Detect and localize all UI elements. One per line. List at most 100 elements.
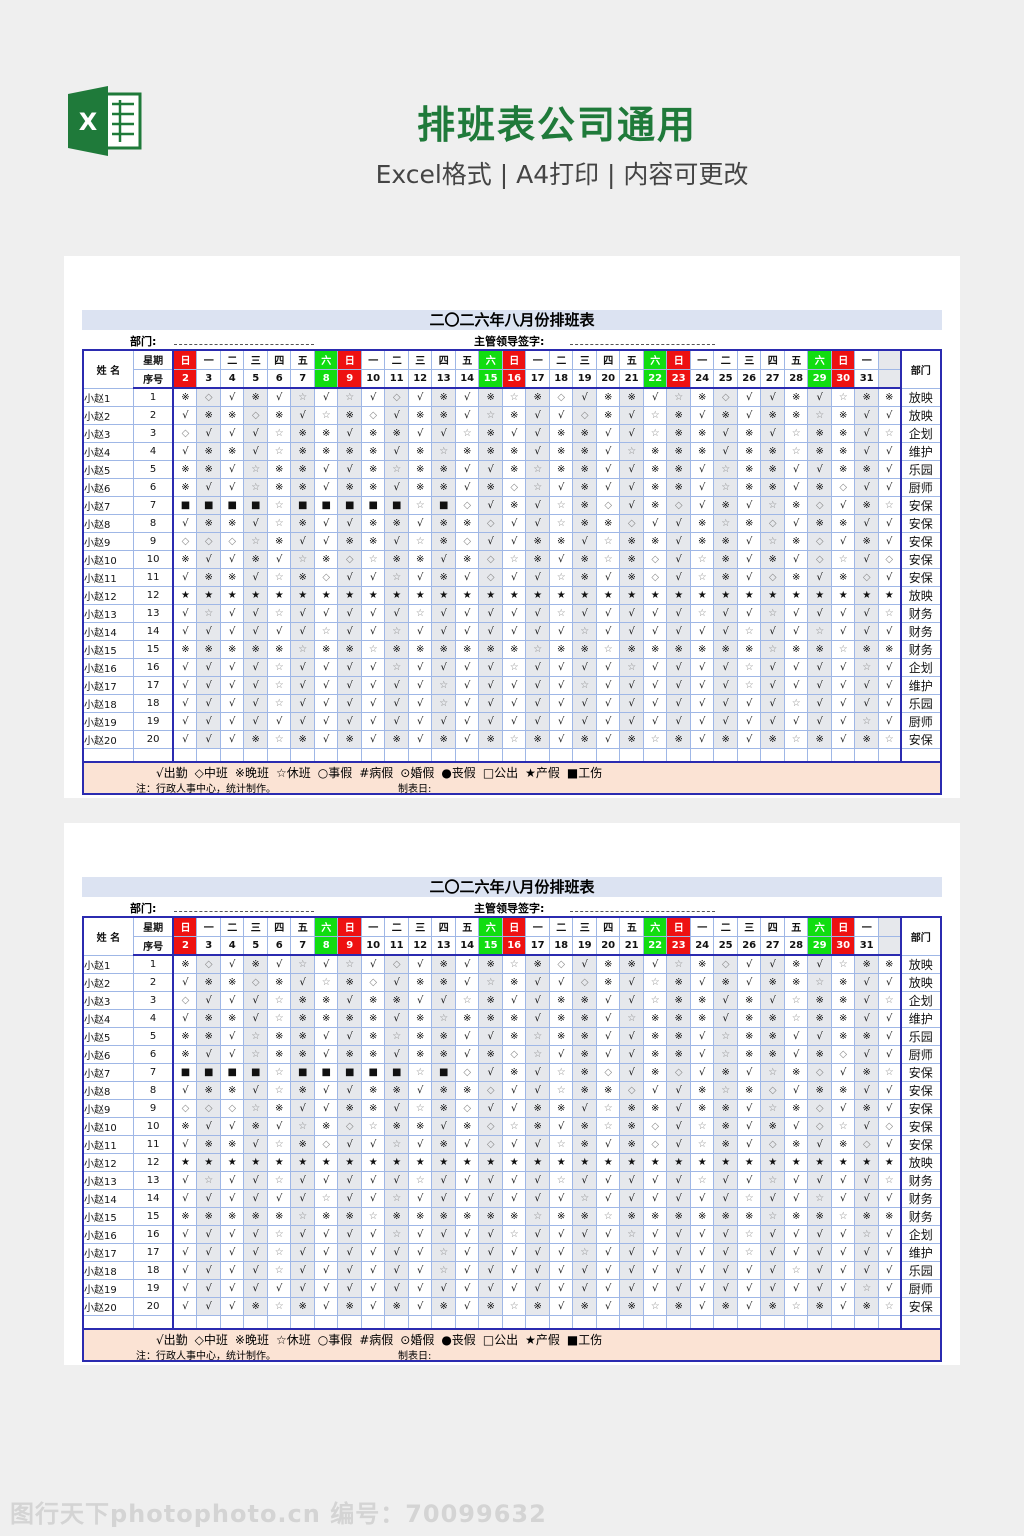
shift-cell[interactable]: ☆ [501,1224,527,1244]
shift-cell[interactable]: √ [760,1224,785,1244]
shift-cell[interactable]: ◇ [478,513,503,533]
shift-cell[interactable]: √ [337,1134,362,1154]
shift-cell[interactable]: ☆ [266,1296,292,1316]
shift-cell[interactable]: ※ [666,477,691,497]
shift-cell[interactable]: √ [290,657,315,677]
shift-cell[interactable]: ★ [689,1152,715,1172]
shift-cell[interactable]: √ [642,513,668,533]
shift-cell[interactable]: ※ [337,1044,362,1064]
shift-cell[interactable]: ※ [431,972,456,992]
shift-cell[interactable]: ☆ [642,729,668,749]
shift-cell[interactable]: ※ [854,1062,879,1082]
shift-cell[interactable]: √ [736,1170,762,1190]
shift-cell[interactable]: ※ [431,1080,456,1100]
shift-cell[interactable]: ★ [525,1152,550,1172]
shift-cell[interactable]: √ [854,423,879,443]
shift-cell[interactable]: ※ [384,639,409,659]
shift-cell[interactable]: ※ [501,1008,527,1028]
shift-cell[interactable]: ■ [360,495,386,515]
shift-cell[interactable]: √ [407,387,433,407]
shift-cell[interactable]: √ [783,621,809,641]
shift-cell[interactable]: √ [830,711,856,731]
shift-cell[interactable]: ※ [619,567,644,587]
shift-cell[interactable]: ※ [642,531,668,551]
employee-dept[interactable]: 财务 [899,603,942,623]
shift-cell[interactable]: ★ [290,1152,315,1172]
shift-cell[interactable]: √ [760,423,785,443]
shift-cell[interactable]: ☆ [689,1170,715,1190]
shift-cell[interactable]: √ [877,531,902,551]
shift-cell[interactable]: √ [431,657,456,677]
shift-cell[interactable]: ★ [360,585,386,605]
shift-cell[interactable]: ※ [431,477,456,497]
shift-cell[interactable]: ※ [642,1098,668,1118]
shift-cell[interactable]: ★ [572,1152,597,1172]
shift-cell[interactable]: √ [854,1260,879,1280]
shift-cell[interactable]: √ [313,1278,339,1298]
employee-name[interactable]: 小赵19 [83,1278,134,1298]
shift-cell[interactable]: ※ [736,1206,762,1226]
shift-cell[interactable]: √ [548,1242,574,1262]
shift-cell[interactable]: ※ [572,459,597,479]
shift-cell[interactable]: ※ [384,423,409,443]
employee-dept[interactable]: 安保 [899,513,942,533]
shift-cell[interactable]: √ [760,954,785,974]
shift-cell[interactable]: √ [830,675,856,695]
shift-cell[interactable]: ※ [548,1206,574,1226]
shift-cell[interactable]: √ [877,1080,902,1100]
shift-cell[interactable]: ☆ [760,1170,785,1190]
shift-cell[interactable]: √ [407,1242,433,1262]
shift-cell[interactable]: ※ [854,495,879,515]
shift-cell[interactable]: ※ [619,729,644,749]
shift-cell[interactable]: ☆ [290,954,315,974]
shift-cell[interactable]: √ [689,972,715,992]
shift-cell[interactable]: √ [172,567,198,587]
shift-cell[interactable]: √ [619,1242,644,1262]
shift-cell[interactable]: ◇ [219,1098,245,1118]
employee-dept[interactable]: 安保 [899,549,942,569]
shift-cell[interactable]: √ [666,549,691,569]
shift-cell[interactable]: ※ [501,1062,527,1082]
shift-cell[interactable]: ※ [219,567,245,587]
shift-cell[interactable]: √ [689,1296,715,1316]
employee-name[interactable]: 小赵17 [83,675,134,695]
shift-cell[interactable]: √ [219,1188,245,1208]
shift-cell[interactable]: ※ [525,1116,550,1136]
shift-cell[interactable]: ※ [243,1206,268,1226]
shift-cell[interactable]: ※ [760,459,785,479]
employee-dept[interactable]: 厨师 [899,1044,942,1064]
employee-name[interactable]: 小赵1 [83,954,134,974]
shift-cell[interactable]: ※ [877,387,902,407]
shift-cell[interactable]: ※ [219,1206,245,1226]
shift-cell[interactable]: ■ [196,495,221,515]
shift-cell[interactable]: ★ [243,585,268,605]
shift-cell[interactable]: √ [525,567,550,587]
shift-cell[interactable]: ★ [172,585,198,605]
shift-cell[interactable]: ※ [783,1098,809,1118]
shift-cell[interactable]: √ [384,675,409,695]
shift-cell[interactable]: ☆ [266,441,292,461]
shift-cell[interactable]: ★ [830,585,856,605]
shift-cell[interactable]: √ [196,1278,221,1298]
shift-cell[interactable]: √ [290,693,315,713]
shift-cell[interactable]: √ [243,1260,268,1280]
shift-cell[interactable]: ※ [431,1026,456,1046]
shift-cell[interactable]: ★ [760,585,785,605]
shift-cell[interactable]: √ [337,657,362,677]
shift-cell[interactable]: ※ [384,549,409,569]
shift-cell[interactable]: ※ [807,1296,832,1316]
shift-cell[interactable]: ※ [525,549,550,569]
employee-dept[interactable]: 厨师 [899,711,942,731]
shift-cell[interactable]: √ [830,1170,856,1190]
shift-cell[interactable]: ★ [783,1152,809,1172]
shift-cell[interactable]: ☆ [548,1170,574,1190]
shift-cell[interactable]: ※ [290,1134,315,1154]
shift-cell[interactable]: ※ [219,639,245,659]
shift-cell[interactable]: ※ [360,441,386,461]
shift-cell[interactable]: √ [290,621,315,641]
shift-cell[interactable]: ◇ [454,1062,480,1082]
shift-cell[interactable]: ※ [360,990,386,1010]
shift-cell[interactable]: √ [783,1242,809,1262]
shift-cell[interactable]: ※ [736,1044,762,1064]
shift-cell[interactable]: √ [407,1224,433,1244]
